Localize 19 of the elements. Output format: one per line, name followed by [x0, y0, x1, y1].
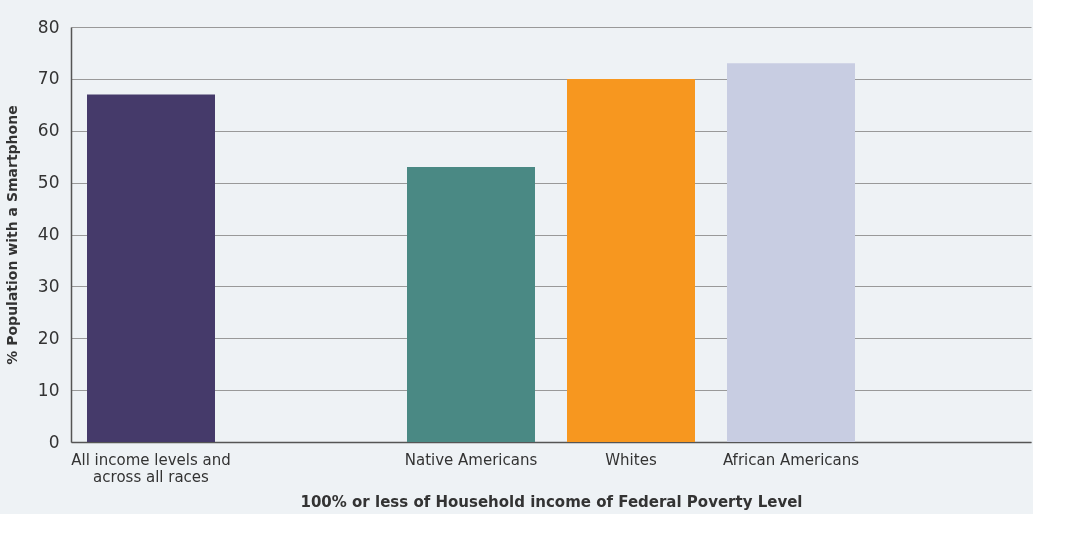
- bar: [567, 78, 695, 442]
- y-tick-label: 50: [37, 172, 60, 193]
- y-tick-label: 40: [37, 224, 60, 244]
- bar: [87, 94, 215, 442]
- y-tick-label: 20: [37, 327, 60, 348]
- y-tick-label: 0: [48, 431, 60, 452]
- y-tick-label: 30: [37, 275, 60, 296]
- x-axis-title: 100% or less of Household income of Federal Poverty Level: [300, 492, 803, 511]
- x-tick-label: Native Americans: [404, 450, 538, 469]
- y-tick-label: 60: [37, 120, 60, 141]
- x-tick-label: Whites: [605, 450, 657, 469]
- bar: [727, 63, 855, 442]
- y-axis-title: % Population with a Smartphone: [3, 105, 20, 365]
- x-tick-label: African Americans: [722, 450, 860, 469]
- y-tick-label: 70: [37, 68, 60, 89]
- bar: [407, 167, 535, 442]
- x-tick-label: All income levels and across all races: [71, 450, 231, 486]
- y-tick-label: 80: [37, 16, 60, 37]
- y-tick-label: 10: [37, 379, 60, 400]
